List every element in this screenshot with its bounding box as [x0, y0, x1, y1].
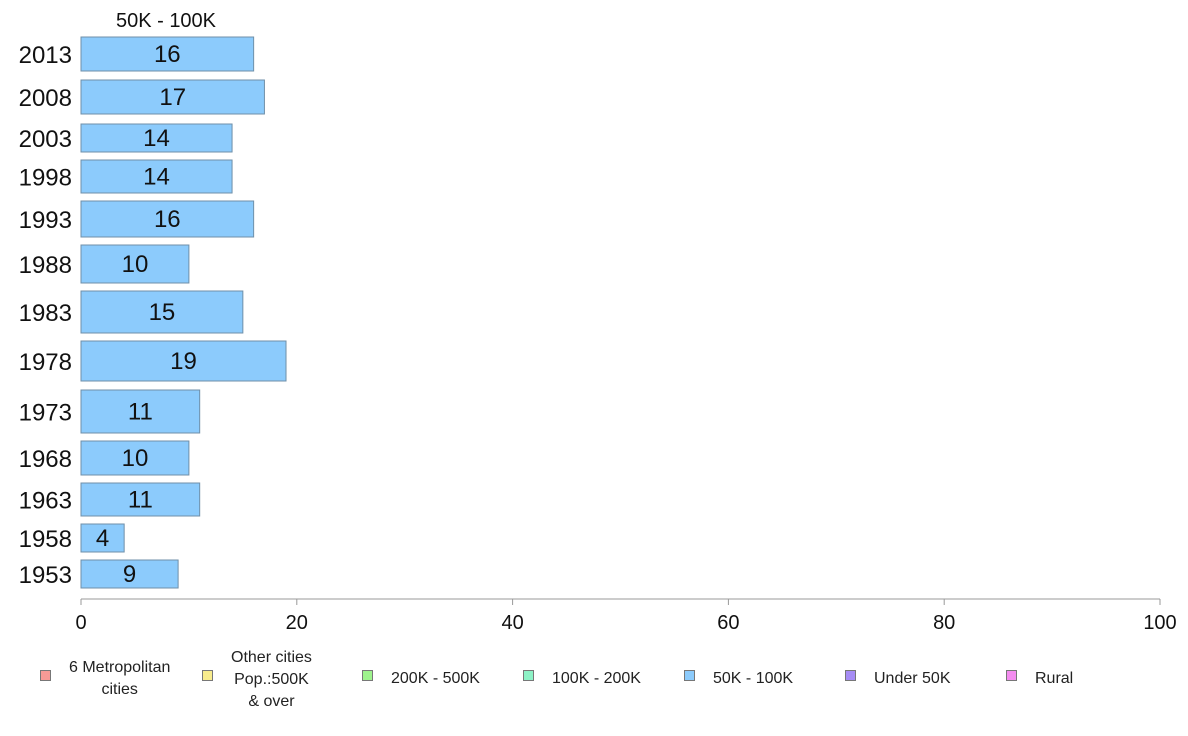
- bar-value-label-1998: 14: [143, 164, 170, 191]
- legend-swatch: [845, 670, 856, 681]
- y-tick-labels: 2013 2008 2003 1998 1993 1988 1983 1978 1973 1968…: [19, 42, 72, 589]
- y-tick-label-1963: 1963: [19, 488, 72, 515]
- legend-swatch: [523, 670, 534, 681]
- bar-2003: [80, 123, 233, 153]
- x-tick-label-80: 80: [933, 612, 955, 634]
- legend-item-4: 50K - 100K: [684, 648, 793, 690]
- bar-1983: [80, 290, 244, 334]
- bar-value-label-1958: 4: [96, 525, 109, 552]
- legend-label: 6 Metropolitan cities: [69, 659, 171, 698]
- legend-label: Under 50K: [874, 670, 951, 687]
- bar-1993: [80, 200, 255, 238]
- bar-value-label-1963: 11: [128, 487, 153, 514]
- bar-value-label-2003: 14: [143, 125, 170, 152]
- x-tick-label-60: 60: [717, 612, 739, 634]
- legend-item-6: Rural: [1006, 648, 1073, 690]
- y-tick-label-1983: 1983: [19, 300, 72, 327]
- bar-value-label-1978: 19: [170, 348, 197, 375]
- legend-label: 50K - 100K: [713, 670, 794, 687]
- x-tick-label-20: 20: [286, 612, 308, 634]
- legend-item-0: 6 Metropolitan cities: [40, 648, 170, 701]
- bar-value-label-1968: 10: [122, 445, 149, 472]
- legend-swatch: [1006, 670, 1017, 681]
- bar-1978: [80, 340, 287, 382]
- y-tick-label-1958: 1958: [19, 526, 72, 553]
- legend-label: Other cities Pop.:500K & over: [231, 649, 312, 710]
- bar-1958: [80, 523, 125, 553]
- legend-label: 100K - 200K: [552, 670, 641, 687]
- y-tick-label-2013: 2013: [19, 42, 72, 69]
- bar-value-label-1988: 10: [122, 251, 149, 278]
- legend-label: 200K - 500K: [391, 670, 480, 687]
- y-tick-label-1968: 1968: [19, 446, 72, 473]
- x-tick-label-100: 100: [1143, 612, 1176, 634]
- legend-label: Rural: [1035, 670, 1074, 687]
- bar-1968: [80, 440, 190, 476]
- bar-value-label-1973: 11: [128, 399, 153, 426]
- x-tick-label-40: 40: [501, 612, 523, 634]
- y-tick-label-1998: 1998: [19, 165, 72, 192]
- bar-value-label-1983: 15: [149, 299, 176, 326]
- legend-swatch: [202, 670, 213, 681]
- bar-2013: [80, 36, 255, 72]
- legend: 6 Metropolitan cities Other cities Pop.:5…: [0, 648, 1188, 728]
- bar-1998: [80, 159, 233, 194]
- y-tick-label-2003: 2003: [19, 126, 72, 153]
- bar-1988: [80, 244, 190, 284]
- legend-item-5: Under 50K: [845, 648, 951, 690]
- legend-item-3: 100K - 200K: [523, 648, 641, 690]
- y-tick-label-1953: 1953: [19, 562, 72, 589]
- y-tick-label-1988: 1988: [19, 252, 72, 279]
- y-tick-label-2008: 2008: [19, 85, 72, 112]
- bar-value-label-1993: 16: [154, 206, 181, 233]
- bar-value-label-2013: 16: [154, 41, 181, 68]
- x-tick-label-0: 0: [75, 612, 86, 634]
- y-tick-label-1993: 1993: [19, 207, 72, 234]
- legend-swatch: [40, 670, 51, 681]
- bar-value-label-2008: 17: [159, 84, 186, 111]
- y-tick-label-1978: 1978: [19, 349, 72, 376]
- legend-swatch: [684, 670, 695, 681]
- y-tick-label-1973: 1973: [19, 400, 72, 427]
- chart-title: 50K - 100K: [116, 10, 217, 32]
- x-axis: 0 20 40 60 80 100: [75, 598, 1177, 634]
- bar-1963: [80, 482, 201, 517]
- bar-1953: [80, 559, 179, 589]
- legend-item-2: 200K - 500K: [362, 648, 480, 690]
- bar-1973: [80, 389, 201, 434]
- bar-2008: [80, 79, 265, 115]
- legend-item-1: Other cities Pop.:500K & over: [202, 648, 312, 713]
- bar-value-label-1953: 9: [123, 561, 136, 588]
- legend-swatch: [362, 670, 373, 681]
